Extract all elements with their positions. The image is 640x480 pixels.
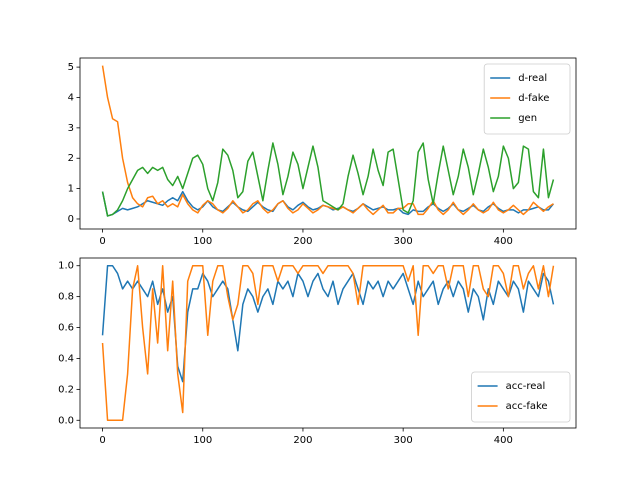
series-line	[101, 65, 554, 216]
x-tick-label: 300	[394, 236, 413, 247]
legend-label: acc-real	[506, 381, 546, 392]
y-tick-label: 4	[68, 92, 74, 103]
y-tick-label: 1.0	[58, 261, 74, 272]
axes-frame	[79, 257, 577, 429]
legend-label: d-fake	[518, 93, 549, 104]
x-tick-label: 0	[99, 236, 105, 247]
x-tick-label: 0	[99, 435, 105, 446]
y-tick-label: 0.0	[58, 415, 74, 426]
axes-frame	[79, 57, 577, 230]
y-tick-label: 0	[68, 214, 74, 225]
y-tick-label: 0.8	[58, 292, 74, 303]
x-tick-label: 100	[193, 236, 212, 247]
x-tick-label: 300	[394, 435, 413, 446]
legend-label: d-real	[518, 73, 547, 84]
x-tick-label: 100	[193, 435, 212, 446]
x-tick-label: 400	[494, 236, 513, 247]
series-line	[101, 142, 555, 217]
y-tick-label: 1	[68, 184, 74, 195]
y-tick-label: 0.2	[58, 384, 74, 395]
y-tick-label: 0.6	[58, 323, 74, 334]
x-tick-label: 400	[494, 435, 513, 446]
y-tick-label: 3	[68, 123, 74, 134]
y-tick-label: 0.4	[58, 353, 74, 364]
legend-label: acc-fake	[506, 401, 548, 412]
legend-label: gen	[518, 113, 537, 124]
y-tick-label: 5	[68, 62, 74, 73]
legend-box	[483, 63, 571, 135]
series-line	[101, 264, 555, 422]
legend-box	[471, 371, 571, 423]
x-tick-label: 200	[293, 236, 312, 247]
x-tick-label: 200	[293, 435, 312, 446]
y-tick-label: 2	[68, 153, 74, 164]
